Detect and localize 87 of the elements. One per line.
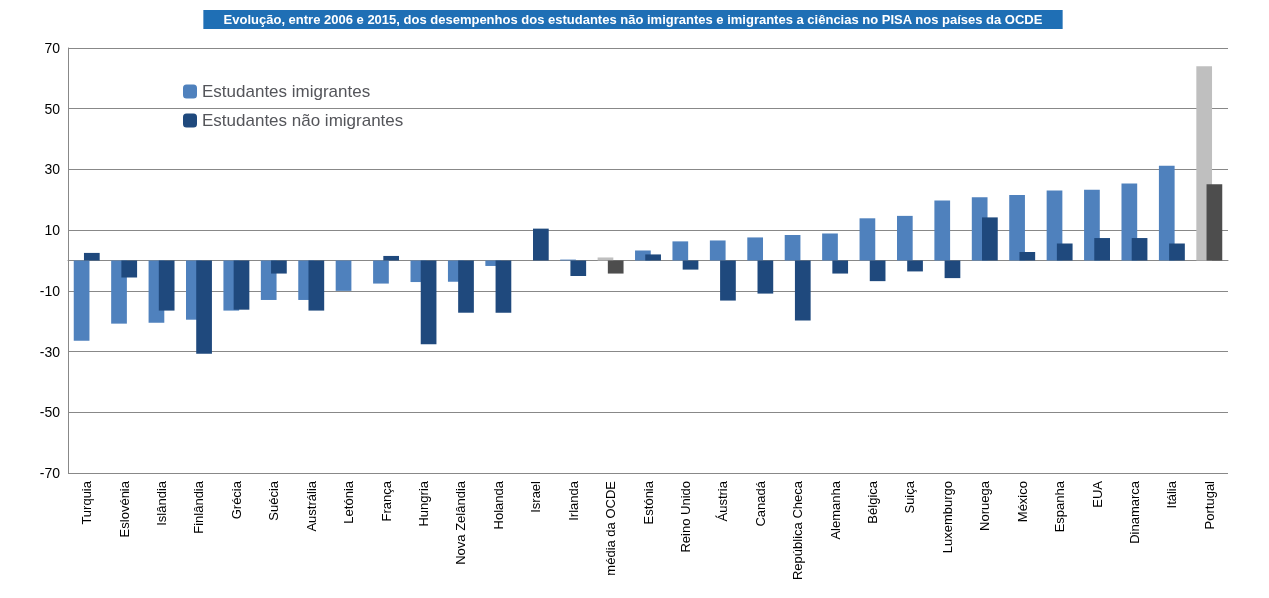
x-tick-label: Espanha	[1052, 480, 1068, 533]
bar	[1094, 238, 1110, 261]
bar	[1158, 165, 1175, 261]
legend-label: Estudantes não imigrantes	[202, 111, 404, 130]
y-tick-label: -50	[39, 404, 61, 421]
bar	[682, 260, 699, 270]
bar	[645, 254, 661, 261]
x-tick-label: Suiça	[902, 480, 918, 514]
bar	[832, 260, 849, 274]
x-tick-label: Holanda	[490, 480, 506, 530]
x-tick-label: Áustria	[715, 480, 731, 522]
bar	[944, 260, 961, 279]
bar	[420, 260, 437, 345]
bar	[495, 260, 512, 313]
x-tick-label: Turquia	[79, 480, 95, 525]
x-tick-label: média da OCDE	[603, 480, 619, 576]
x-tick-label: Alemanha	[827, 480, 843, 540]
x-tick-label: Eslovénia	[116, 480, 132, 538]
x-tick-label: Austrália	[303, 480, 319, 532]
x-tick-label: Suécia	[266, 480, 282, 521]
bar	[532, 228, 549, 261]
x-tick-label: Canadá	[752, 480, 768, 527]
bar	[308, 260, 325, 311]
bar	[794, 260, 811, 321]
bar	[383, 255, 400, 261]
bar	[158, 260, 175, 311]
x-tick-label: Irlanda	[565, 480, 581, 521]
bar	[73, 260, 90, 341]
x-tick-label: Nova Zelândia	[453, 480, 469, 565]
x-tick-label: Islândia	[154, 480, 170, 526]
bar	[335, 260, 352, 291]
x-tick-label: Hungria	[415, 480, 431, 527]
bar	[1121, 183, 1138, 261]
x-tick-label: República Checa	[790, 480, 806, 581]
bar	[570, 260, 587, 276]
bar	[1019, 252, 1036, 261]
bar	[934, 200, 951, 261]
x-tick-label: Bélgica	[865, 480, 881, 524]
x-tick-label: Estónia	[640, 480, 656, 525]
bar	[196, 260, 212, 354]
bar	[1169, 243, 1185, 261]
x-tick-label: Itália	[1164, 480, 1180, 509]
bar	[1056, 243, 1073, 261]
bar	[1009, 194, 1025, 261]
bar	[607, 260, 624, 274]
x-tick-label: Finlândia	[191, 480, 207, 534]
y-tick-label: 50	[44, 100, 61, 117]
x-tick-label: México	[1014, 481, 1030, 523]
bar	[1206, 184, 1223, 261]
x-tick-label: França	[378, 480, 394, 522]
x-tick-label: Grécia	[228, 480, 244, 520]
bar	[859, 218, 876, 261]
bar	[720, 260, 736, 301]
y-tick-label: -10	[39, 282, 61, 299]
y-tick-label: 10	[44, 222, 61, 239]
bar	[907, 260, 923, 272]
legend-label: Estudantes imigrantes	[202, 82, 371, 101]
y-tick-label: -70	[39, 465, 61, 481]
chart-title: Evolução, entre 2006 e 2015, dos desempenhos dos estudantes não imigrantes e imigrantes a ciências no PISA nos países da OCDE	[223, 12, 1043, 27]
x-tick-label: Israel	[528, 480, 544, 513]
y-tick-label: 70	[44, 40, 61, 56]
x-tick-label: Letónia	[341, 480, 357, 524]
bar	[672, 241, 689, 261]
y-tick-label: -30	[39, 343, 61, 360]
bar	[373, 260, 389, 284]
bar	[757, 260, 774, 294]
bar	[458, 260, 474, 313]
bar	[982, 217, 998, 261]
bar	[896, 215, 913, 261]
x-tick-label: Portugal	[1201, 480, 1217, 530]
bar	[709, 240, 726, 261]
bar	[784, 235, 801, 261]
x-tick-label: Reino Unido	[677, 481, 693, 553]
x-tick-label: Dinamarca	[1126, 480, 1142, 544]
bar	[597, 257, 614, 261]
bar	[271, 260, 287, 274]
bar	[869, 260, 886, 282]
x-tick-label: Noruega	[977, 480, 993, 531]
bar	[1131, 238, 1148, 261]
x-tick-label: Luxemburgo	[939, 481, 955, 554]
x-tick-label: EUA	[1089, 480, 1105, 508]
bar	[121, 260, 138, 278]
y-tick-label: 30	[44, 161, 61, 178]
bar	[822, 233, 838, 261]
bar	[233, 260, 250, 310]
bar	[83, 252, 100, 261]
bar	[747, 237, 764, 261]
